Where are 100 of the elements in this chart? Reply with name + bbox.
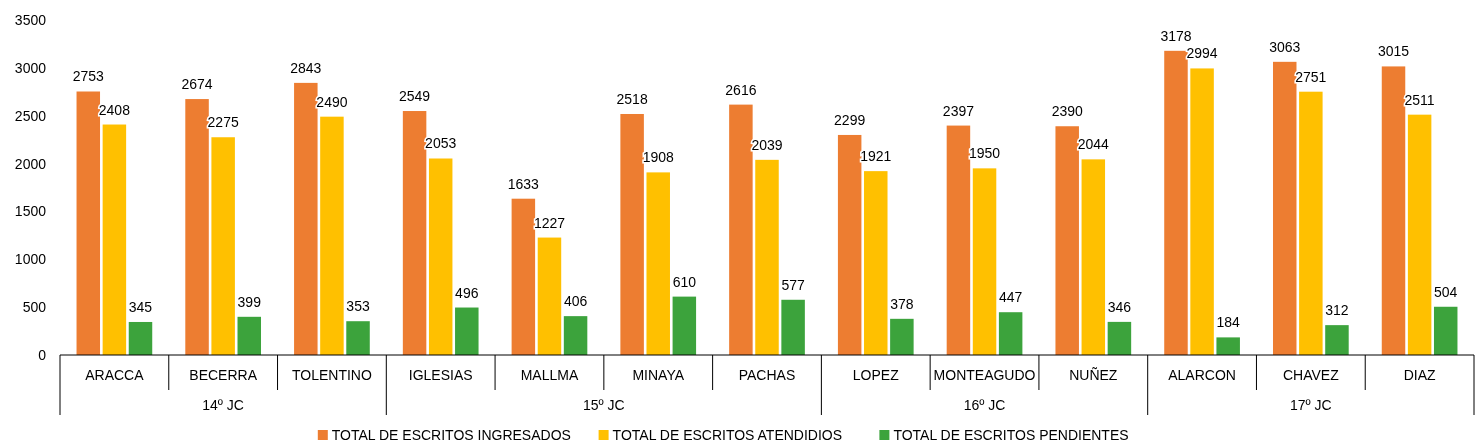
bar [185, 99, 209, 355]
y-tick-label: 0 [38, 347, 47, 363]
x-tick-label: IGLESIAS [408, 367, 473, 383]
data-label: 2518 [616, 90, 648, 107]
data-label: 1921 [860, 148, 892, 165]
data-label: 2299 [834, 111, 866, 128]
bar [455, 307, 479, 355]
data-label: 1633 [507, 175, 540, 192]
bar [537, 237, 562, 355]
bar [1325, 325, 1349, 355]
data-label: 504 [1434, 283, 1458, 300]
legend-label: TOTAL DE ESCRITOS PENDIENTES [893, 427, 1129, 443]
data-label: 2511 [1404, 91, 1435, 108]
data-label: 496 [455, 284, 479, 301]
bar [128, 321, 153, 355]
x-tick-label: LOPEZ [852, 367, 900, 383]
bar [837, 134, 862, 355]
x-tick-label: BECERRA [189, 367, 258, 383]
bar [76, 91, 101, 355]
x-tick-label: PACHAS [738, 367, 796, 383]
data-label: 2616 [725, 81, 757, 98]
data-label: 3063 [1269, 38, 1301, 55]
data-label: 2843 [290, 59, 322, 76]
y-tick-label: 500 [22, 299, 47, 316]
bar [1190, 68, 1214, 355]
x-tick-label: NUÑEZ [1069, 367, 1118, 383]
data-label: 1950 [968, 145, 1001, 162]
bar [998, 312, 1023, 355]
bar [646, 172, 670, 355]
bar [1299, 91, 1323, 355]
y-tick-label: 2500 [14, 107, 47, 124]
bar [890, 318, 914, 355]
bar [1055, 126, 1079, 355]
bar [346, 321, 370, 355]
bar [402, 111, 427, 355]
y-tick-label: 1500 [14, 203, 47, 220]
bar [729, 104, 753, 355]
bar [864, 171, 888, 355]
bar [511, 198, 536, 355]
x-tick-label: DIAZ [1403, 367, 1437, 383]
data-label: 399 [237, 293, 262, 310]
data-label: 577 [781, 276, 805, 293]
bar [1407, 114, 1432, 355]
x-tick-label: ALARCON [1168, 367, 1236, 383]
data-label: 2753 [72, 68, 105, 85]
data-label: 2490 [316, 93, 348, 110]
data-label: 378 [890, 295, 914, 312]
y-tick-label: 3500 [14, 12, 47, 28]
bar [1272, 61, 1297, 355]
legend-label: TOTAL DE ESCRITOS INGRESADOS [331, 427, 571, 443]
data-label: 3178 [1160, 27, 1192, 44]
bar [1164, 50, 1188, 355]
x-tick-label: MONTEAGUDO [933, 367, 1036, 383]
data-label: 2549 [399, 88, 431, 105]
bar [755, 159, 779, 355]
y-tick-label: 3000 [14, 59, 47, 76]
data-label: 346 [1107, 298, 1132, 315]
data-label: 2039 [751, 136, 783, 153]
x-tick-label: CHAVEZ [1282, 367, 1340, 383]
data-label: 184 [1216, 314, 1241, 331]
bar [1216, 337, 1240, 355]
bar [946, 125, 971, 355]
data-label: 2994 [1186, 45, 1218, 62]
text: 14º JC [202, 397, 244, 413]
x-tick-label: ARACCA [85, 367, 145, 383]
x-tick-label: MINAYA [632, 367, 685, 383]
data-label: 2751 [1295, 68, 1327, 85]
bar [102, 124, 127, 355]
data-label: 353 [346, 298, 370, 315]
x-tick-label: MALLMA [520, 367, 579, 383]
bar [1107, 321, 1132, 355]
y-tick-label: 2000 [14, 155, 47, 172]
bar [1381, 66, 1406, 355]
bar [320, 116, 344, 355]
data-label: 2397 [942, 102, 975, 119]
x-tick-label: TOLENTINO [291, 367, 372, 383]
bar [428, 158, 453, 355]
bar [1433, 306, 1458, 355]
data-label: 3015 [1377, 43, 1410, 60]
bar [672, 296, 697, 355]
text: 15º JC [583, 397, 625, 413]
bar [620, 113, 644, 355]
data-label: 610 [672, 273, 697, 290]
bar [294, 82, 318, 355]
data-label: 345 [128, 298, 153, 315]
bar [972, 168, 997, 355]
bar [563, 316, 588, 355]
text: 16º JC [963, 397, 1006, 413]
data-label: 1227 [533, 214, 566, 231]
data-label: 406 [563, 293, 588, 310]
data-label: 312 [1325, 302, 1349, 319]
legend-label: TOTAL DE ESCRITOS ATENDIDIOS [612, 427, 843, 443]
bar [781, 299, 805, 355]
text: 17º JC [1290, 397, 1332, 413]
bar [211, 137, 235, 355]
data-label: 2390 [1051, 103, 1083, 120]
bar [237, 316, 262, 355]
data-label: 447 [998, 289, 1023, 306]
bar [1081, 159, 1106, 355]
y-tick-label: 1000 [14, 251, 47, 268]
